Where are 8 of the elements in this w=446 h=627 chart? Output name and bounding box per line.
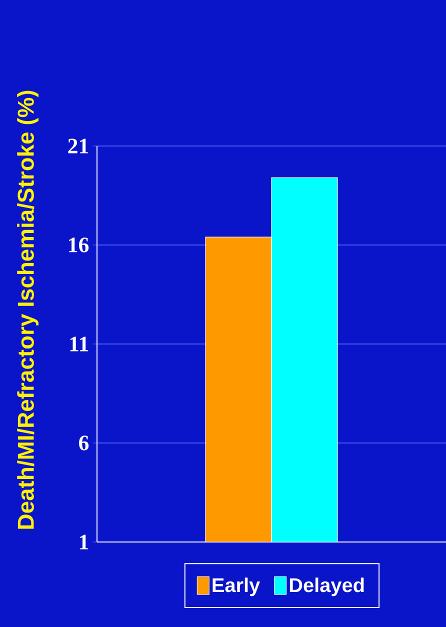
legend-label: Delayed xyxy=(290,578,364,596)
y-tick-label: 11 xyxy=(70,336,88,352)
y-axis-title: Death/MI/Refractory Ischemia/Stroke (%) xyxy=(17,90,38,529)
y-tick-label: 6 xyxy=(79,436,89,450)
legend-label: Early xyxy=(212,578,260,596)
y-tick-label: 16 xyxy=(69,238,89,252)
y-tick-label: 1 xyxy=(80,534,88,550)
y-tick-label: 21 xyxy=(68,138,88,154)
